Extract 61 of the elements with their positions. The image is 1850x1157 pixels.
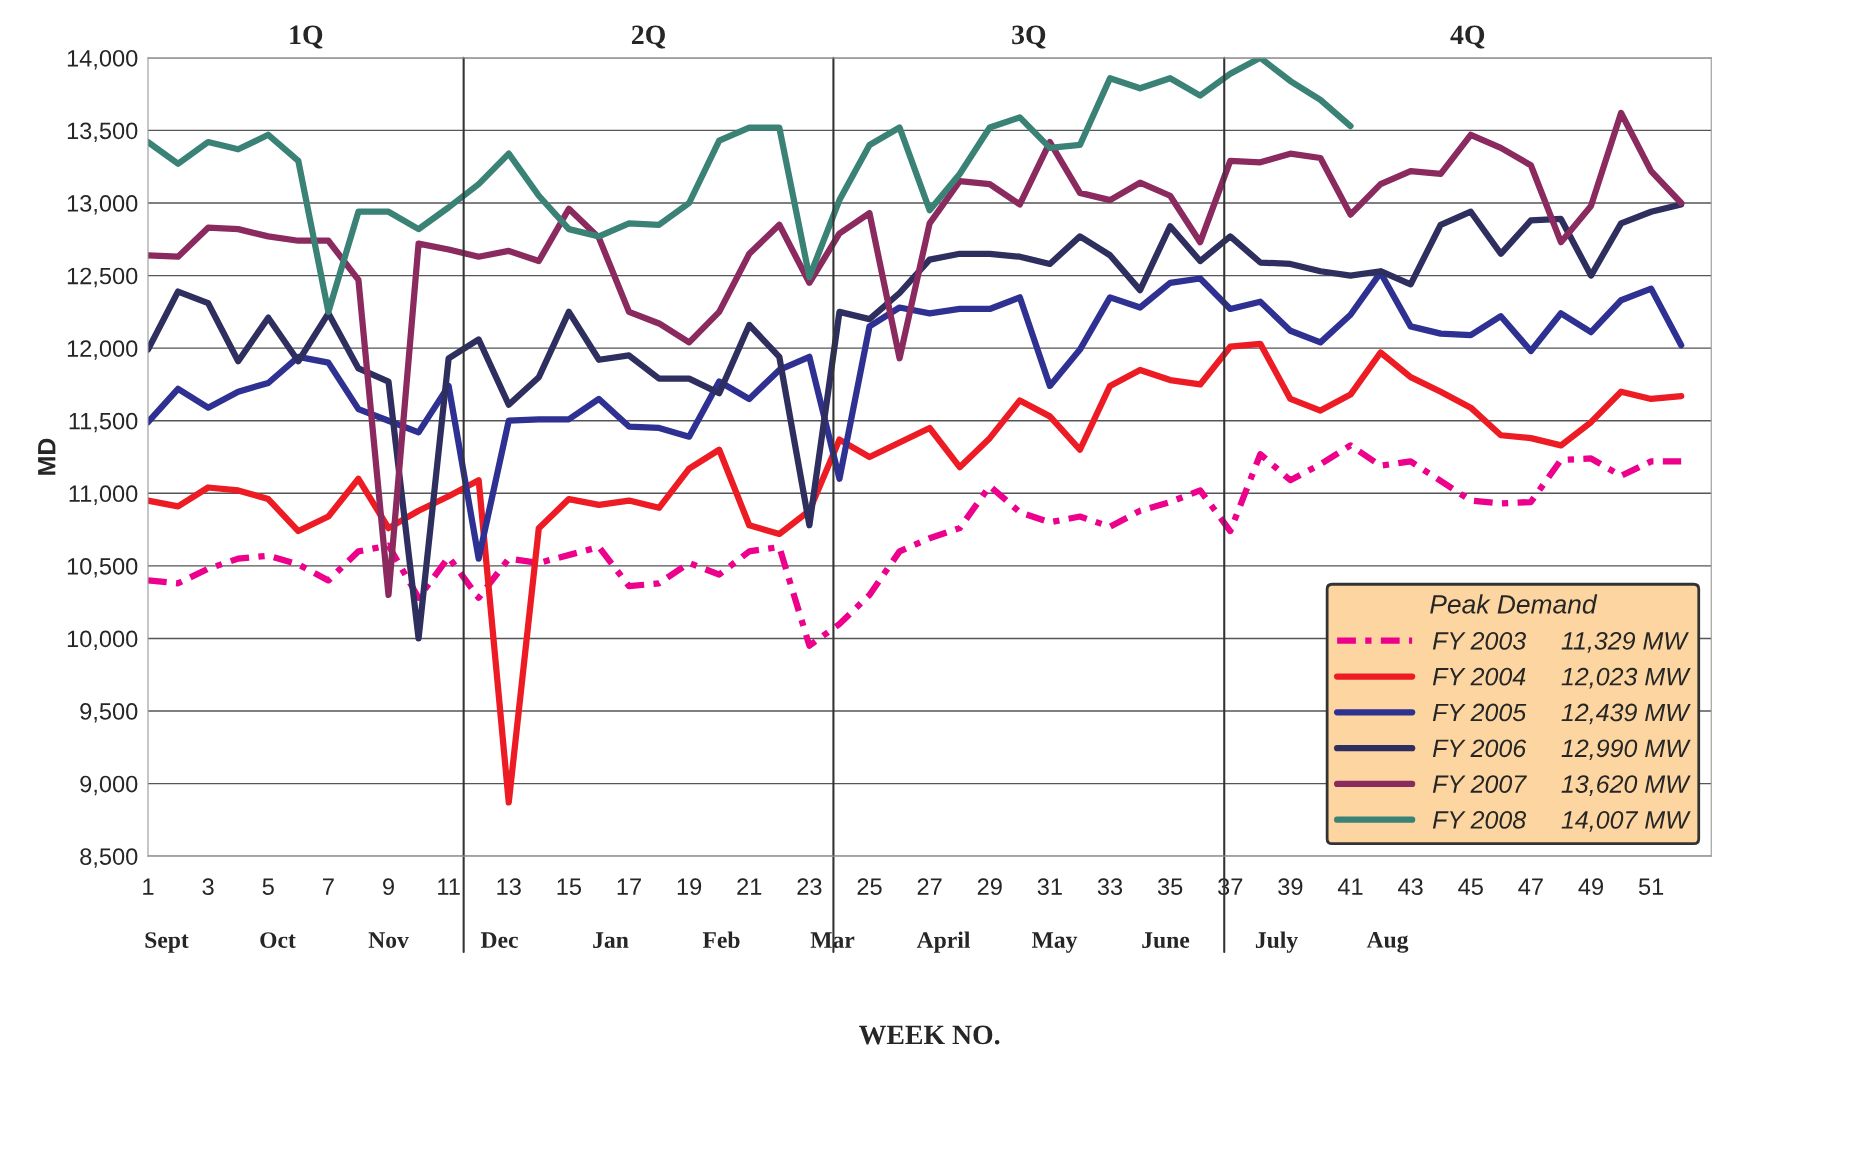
y-tick-label: 13,500 xyxy=(67,122,138,142)
legend-label: FY 2006 12,990 MW xyxy=(1432,739,1691,761)
text: June xyxy=(1142,932,1190,949)
text: 2Q xyxy=(631,25,666,49)
y-tick-label: 12,500 xyxy=(67,267,138,288)
x-tick-label: 5 xyxy=(262,878,274,896)
y-tick-label: 8,500 xyxy=(80,848,138,868)
y-tick-label: 13,000 xyxy=(67,195,138,215)
x-axis-title: WEEK NO. xyxy=(859,1025,1000,1045)
x-tick-label: 47 xyxy=(1518,878,1543,895)
x-tick-label: 15 xyxy=(557,878,582,896)
text: Sept xyxy=(145,932,189,953)
text: 3Q xyxy=(1012,25,1046,49)
legend-label: FY 2005 12,439 MW xyxy=(1432,703,1691,725)
text: Oct xyxy=(260,932,296,948)
text: Feb xyxy=(702,931,740,948)
x-tick-label: 35 xyxy=(1157,878,1183,896)
text: Nov xyxy=(368,932,409,948)
x-tick-label: 51 xyxy=(1638,878,1664,896)
legend-label: FY 2008 14,007 MW xyxy=(1432,811,1691,832)
x-tick-label: 39 xyxy=(1278,878,1303,896)
y-tick-label: 9,500 xyxy=(80,703,138,723)
x-tick-label: 21 xyxy=(737,878,762,895)
y-axis-title: MD xyxy=(38,438,56,475)
x-tick-label: 27 xyxy=(917,878,942,895)
x-tick-label: 31 xyxy=(1037,878,1062,896)
x-tick-label: 49 xyxy=(1578,878,1604,896)
y-tick-label: 10,500 xyxy=(67,557,138,578)
text: Aug xyxy=(1366,932,1409,953)
y-tick-label: 14,000 xyxy=(67,49,138,70)
text: April xyxy=(916,931,970,953)
text: 4Q xyxy=(1450,25,1485,49)
x-tick-label: 9 xyxy=(383,878,394,896)
text: Jan xyxy=(593,932,629,948)
y-tick-label: 12,000 xyxy=(67,340,138,360)
x-tick-label: 1 xyxy=(143,878,154,895)
y-tick-label: 11,500 xyxy=(69,412,138,433)
text: May xyxy=(1031,932,1078,953)
legend-label: FY 2004 12,023 MW xyxy=(1432,667,1691,689)
text: July xyxy=(1255,931,1298,953)
legend-title: Peak Demand xyxy=(1430,594,1598,614)
x-tick-label: 45 xyxy=(1458,878,1483,896)
x-tick-label: 7 xyxy=(323,878,334,895)
x-tick-label: 29 xyxy=(977,878,1002,896)
y-tick-label: 11,000 xyxy=(69,485,138,505)
y-tick-label: 10,000 xyxy=(67,630,138,651)
legend-label: FY 2003 11,329 MW xyxy=(1432,632,1689,653)
legend-label: FY 2007 13,620 MW xyxy=(1432,775,1691,796)
x-tick-label: 11 xyxy=(438,878,460,895)
x-tick-label: 25 xyxy=(857,878,882,896)
x-tick-label: 43 xyxy=(1398,878,1423,896)
text: 1Q xyxy=(290,25,323,49)
text: Dec xyxy=(480,932,518,948)
x-tick-label: 3 xyxy=(202,878,214,896)
x-tick-label: 23 xyxy=(797,878,822,896)
y-tick-label: 9,000 xyxy=(80,775,138,796)
x-tick-label: 17 xyxy=(617,878,641,895)
x-tick-label: 19 xyxy=(677,878,702,896)
x-tick-label: 33 xyxy=(1097,878,1123,896)
x-tick-label: 41 xyxy=(1337,878,1363,895)
x-tick-label: 13 xyxy=(497,878,521,896)
